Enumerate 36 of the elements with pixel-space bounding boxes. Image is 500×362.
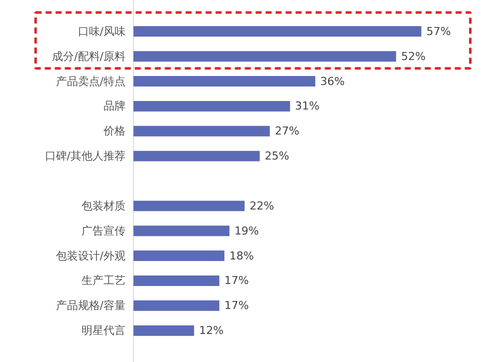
data-label: 52% xyxy=(401,50,426,63)
y-tick-label: 包装材质 xyxy=(81,199,126,212)
bar xyxy=(133,26,422,37)
data-label: 31% xyxy=(295,100,320,113)
data-label: 17% xyxy=(224,299,249,312)
bar xyxy=(133,250,224,262)
bar xyxy=(133,51,396,62)
y-tick-label: 产品规格/容量 xyxy=(56,299,126,312)
data-label: 25% xyxy=(264,150,290,163)
bar xyxy=(133,200,245,212)
data-label: 22% xyxy=(250,199,274,212)
bar xyxy=(133,300,220,311)
bar xyxy=(133,150,260,162)
y-tick-label: 包装设计/外观 xyxy=(56,249,126,262)
y-tick-label: 口味/风味 xyxy=(78,24,126,38)
data-label: 19% xyxy=(234,224,259,238)
data-label: 57% xyxy=(426,24,451,38)
data-label: 17% xyxy=(224,274,249,288)
y-tick-label: 明星代言 xyxy=(81,324,126,338)
data-label: 36% xyxy=(320,74,345,88)
y-tick-label: 价格 xyxy=(102,124,126,138)
y-tick-label: 广告宣传 xyxy=(81,224,126,238)
bar xyxy=(133,325,194,336)
y-tick-label: 生产工艺 xyxy=(81,274,126,288)
y-tick-label: 口碑/其他人推荐 xyxy=(44,150,126,163)
bar xyxy=(133,275,220,286)
bar xyxy=(133,76,316,87)
y-tick-label: 产品卖点/特点 xyxy=(56,74,126,88)
bar xyxy=(133,226,230,236)
data-label: 12% xyxy=(199,324,224,338)
data-label: 18% xyxy=(229,249,254,262)
y-tick-label: 成分/配料/原料 xyxy=(52,50,126,63)
bar xyxy=(133,100,290,112)
data-label: 27% xyxy=(274,124,300,138)
bar xyxy=(133,126,270,136)
y-tick-label: 品牌 xyxy=(103,100,126,113)
